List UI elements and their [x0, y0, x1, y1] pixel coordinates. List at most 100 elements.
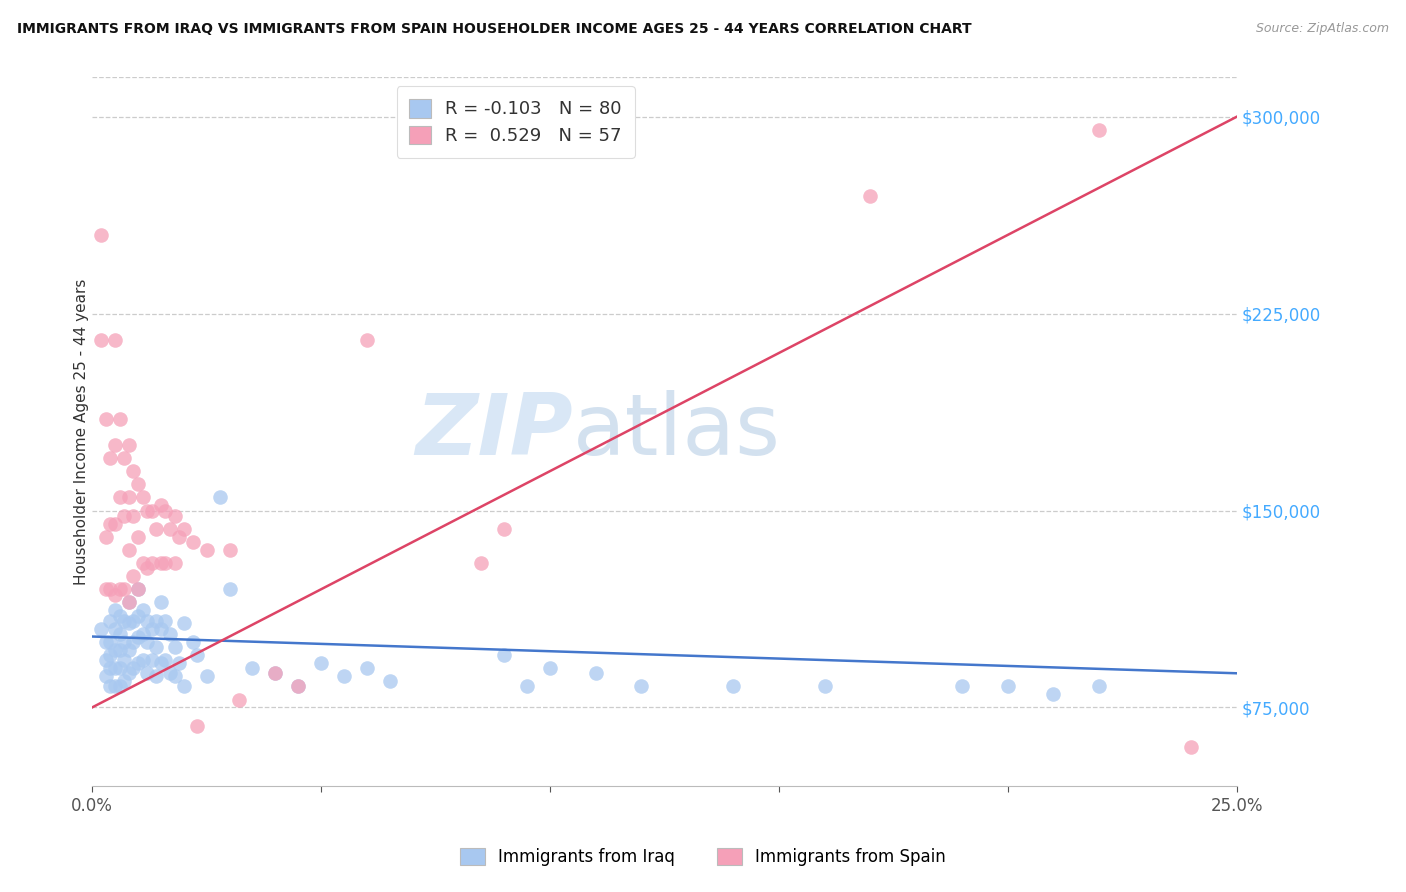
Point [141, 622, 163, 636]
Point [813, 680, 835, 694]
Point [287, 680, 309, 694]
Point [108, 582, 131, 597]
Point [155, 556, 177, 570]
Point [94, 582, 117, 597]
Point [108, 627, 131, 641]
Point [127, 608, 149, 623]
Point [173, 522, 195, 536]
Point [136, 666, 159, 681]
Point [90, 333, 112, 347]
Text: IMMIGRANTS FROM IRAQ VS IMMIGRANTS FROM SPAIN HOUSEHOLDER INCOME AGES 25 - 44 YE: IMMIGRANTS FROM IRAQ VS IMMIGRANTS FROM … [17, 22, 972, 37]
Point [104, 661, 127, 675]
Point [149, 498, 172, 512]
Point [100, 516, 122, 531]
Point [163, 508, 186, 523]
Point [159, 627, 181, 641]
Point [145, 640, 167, 654]
Point [155, 503, 177, 517]
Point [104, 603, 127, 617]
Point [108, 608, 131, 623]
Point [145, 522, 167, 536]
Legend: R = -0.103   N = 80, R =  0.529   N = 57: R = -0.103 N = 80, R = 0.529 N = 57 [396, 87, 634, 158]
Point [94, 669, 117, 683]
Point [356, 333, 378, 347]
Point [159, 522, 181, 536]
Point [90, 227, 112, 242]
Point [118, 491, 141, 505]
Point [94, 530, 117, 544]
Point [181, 634, 204, 648]
Point [859, 188, 882, 202]
Point [104, 438, 127, 452]
Point [141, 556, 163, 570]
Point [100, 634, 122, 648]
Point [122, 508, 145, 523]
Point [470, 556, 492, 570]
Point [108, 642, 131, 657]
Point [100, 648, 122, 662]
Point [100, 450, 122, 465]
Point [127, 630, 149, 644]
Point [122, 634, 145, 648]
Point [100, 614, 122, 628]
Point [100, 680, 122, 694]
Text: Source: ZipAtlas.com: Source: ZipAtlas.com [1256, 22, 1389, 36]
Point [94, 653, 117, 667]
Point [149, 556, 172, 570]
Point [186, 648, 208, 662]
Point [630, 680, 652, 694]
Point [112, 674, 135, 689]
Point [494, 648, 516, 662]
Point [118, 642, 141, 657]
Point [118, 438, 141, 452]
Point [516, 680, 538, 694]
Point [131, 653, 153, 667]
Point [155, 653, 177, 667]
Point [112, 508, 135, 523]
Y-axis label: Householder Income Ages 25 - 44 years: Householder Income Ages 25 - 44 years [73, 278, 89, 585]
Point [186, 719, 208, 733]
Text: ZIP: ZIP [415, 391, 572, 474]
Point [131, 491, 153, 505]
Point [100, 582, 122, 597]
Point [108, 680, 131, 694]
Point [356, 661, 378, 675]
Point [112, 634, 135, 648]
Point [104, 588, 127, 602]
Point [136, 561, 159, 575]
Point [127, 582, 149, 597]
Point [173, 616, 195, 631]
Point [131, 603, 153, 617]
Point [195, 542, 218, 557]
Point [104, 516, 127, 531]
Point [173, 680, 195, 694]
Point [131, 556, 153, 570]
Point [145, 669, 167, 683]
Point [90, 622, 112, 636]
Point [218, 542, 240, 557]
Point [997, 680, 1019, 694]
Point [122, 569, 145, 583]
Point [1088, 680, 1111, 694]
Point [159, 666, 181, 681]
Point [1180, 739, 1202, 754]
Point [112, 653, 135, 667]
Point [118, 616, 141, 631]
Point [149, 656, 172, 670]
Point [264, 666, 287, 681]
Point [127, 656, 149, 670]
Point [127, 530, 149, 544]
Point [195, 669, 218, 683]
Point [94, 411, 117, 425]
Point [155, 614, 177, 628]
Point [287, 680, 309, 694]
Point [228, 692, 250, 706]
Point [141, 653, 163, 667]
Point [1042, 687, 1064, 701]
Point [112, 582, 135, 597]
Point [145, 614, 167, 628]
Point [127, 477, 149, 491]
Point [721, 680, 744, 694]
Point [1088, 123, 1111, 137]
Point [108, 491, 131, 505]
